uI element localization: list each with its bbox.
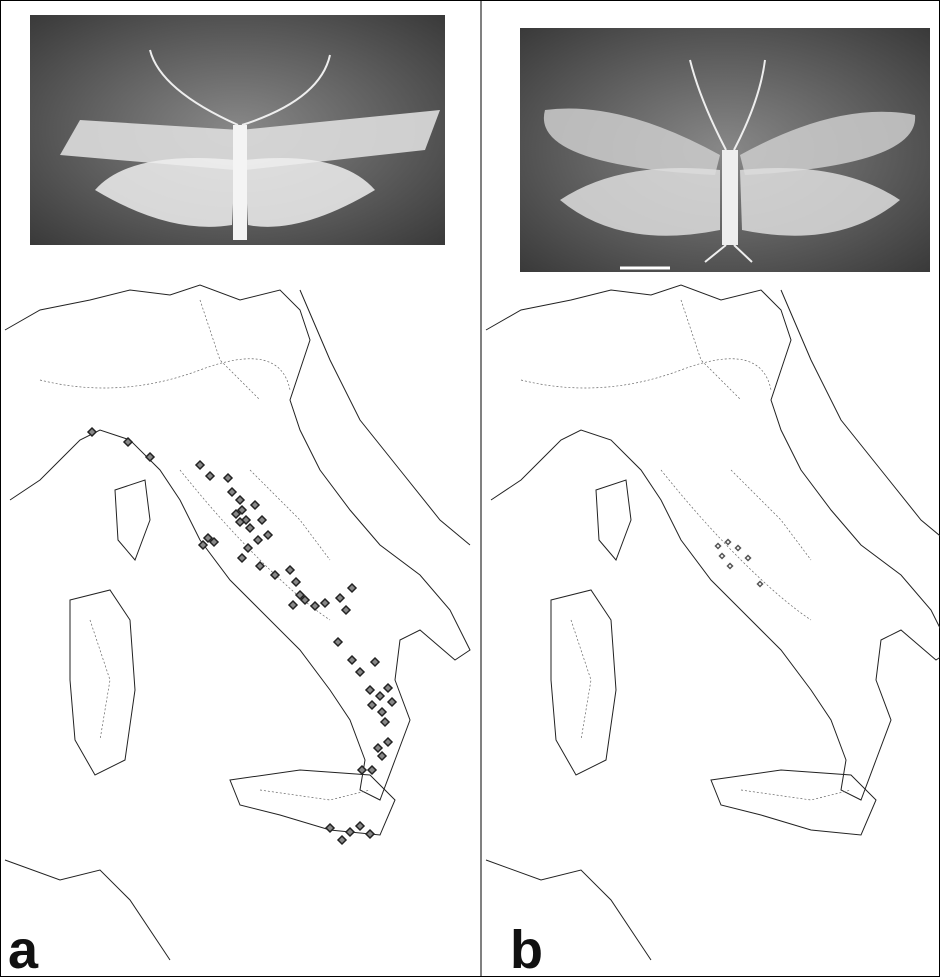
record-point (368, 766, 376, 774)
panel-label: a (8, 920, 39, 977)
record-point (378, 708, 386, 716)
figure: a b (0, 0, 940, 977)
record-point (326, 824, 334, 832)
record-point (356, 822, 364, 830)
record-point (376, 692, 384, 700)
record-point (246, 524, 254, 532)
map-outline (486, 285, 940, 960)
record-points (716, 540, 763, 587)
record-point (378, 752, 386, 760)
record-point (358, 766, 366, 774)
record-points (88, 428, 396, 844)
record-point (236, 496, 244, 504)
panel-label: b (510, 920, 543, 977)
record-point (228, 488, 236, 496)
record-point (728, 564, 733, 569)
record-point (146, 453, 154, 461)
record-point (366, 686, 374, 694)
record-point (384, 738, 392, 746)
record-point (258, 516, 266, 524)
moth-photo (30, 15, 445, 245)
record-point (336, 594, 344, 602)
record-point (124, 438, 132, 446)
record-point (720, 554, 725, 559)
record-point (368, 701, 376, 709)
record-point (338, 836, 346, 844)
record-point (196, 461, 204, 469)
moth-photo (520, 28, 930, 272)
record-point (346, 828, 354, 836)
record-point (292, 578, 300, 586)
record-point (356, 668, 364, 676)
record-point (736, 546, 741, 551)
record-point (311, 602, 319, 610)
record-point (758, 582, 763, 587)
record-point (388, 698, 396, 706)
record-point (224, 474, 232, 482)
record-point (206, 472, 214, 480)
record-point (716, 544, 721, 549)
map-outline (5, 285, 470, 960)
record-point (321, 599, 329, 607)
record-point (286, 566, 294, 574)
record-point (366, 830, 374, 838)
record-point (289, 601, 297, 609)
record-point (244, 544, 252, 552)
record-point (726, 540, 731, 545)
record-point (374, 744, 382, 752)
record-point (384, 684, 392, 692)
record-point (348, 584, 356, 592)
record-point (334, 638, 342, 646)
record-point (88, 428, 96, 436)
record-point (251, 501, 259, 509)
record-point (264, 531, 272, 539)
record-point (746, 556, 751, 561)
record-point (254, 536, 262, 544)
record-point (238, 554, 246, 562)
record-point (381, 718, 389, 726)
record-point (348, 656, 356, 664)
record-point (342, 606, 350, 614)
record-point (371, 658, 379, 666)
